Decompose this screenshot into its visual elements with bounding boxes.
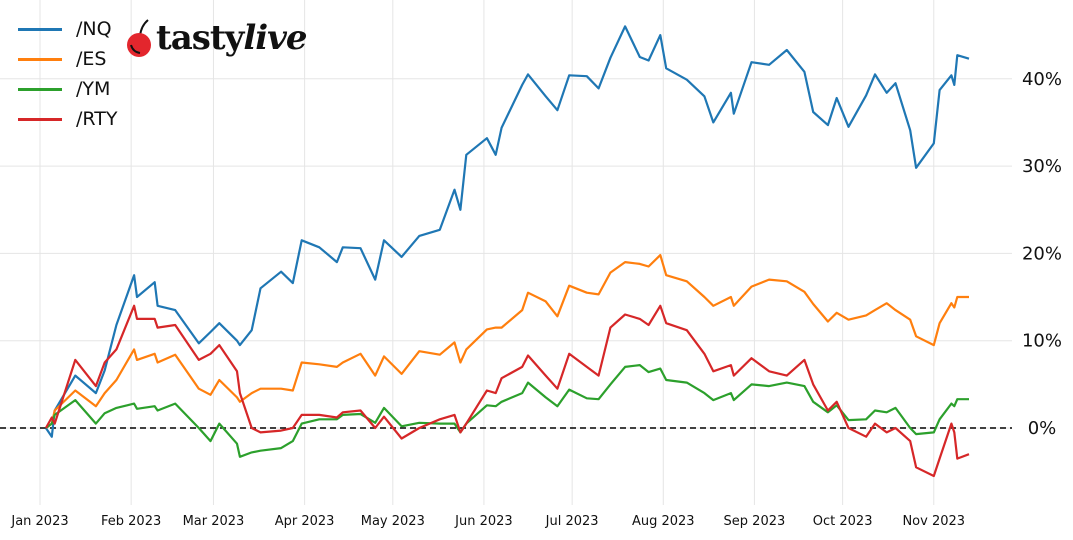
y-tick-label: 0%: [1028, 418, 1057, 439]
legend-item-nq: /NQ: [18, 14, 117, 44]
x-tick-label: Jul 2023: [545, 514, 599, 529]
legend-swatch: [18, 27, 62, 31]
legend-item-ym: /YM: [18, 74, 117, 104]
logo-text: tastylive: [156, 18, 308, 58]
series-line-rty: [44, 304, 970, 478]
series-lines: [44, 25, 970, 478]
tastylive-logo: tastylive: [124, 18, 308, 58]
legend-swatch: [18, 117, 62, 121]
y-axis-ticks: 0% 10% 20% 30% 40%: [1022, 69, 1062, 439]
legend-label: /RTY: [76, 108, 118, 130]
x-tick-label: Mar 2023: [183, 514, 245, 529]
x-axis-ticks: Jan 2023 Feb 2023 Mar 2023 Apr 2023 May 2023…: [10, 514, 965, 529]
series-line-es: [45, 254, 969, 429]
grid: [0, 0, 1012, 505]
legend: /NQ /ES /YM /RTY: [18, 14, 117, 134]
x-tick-label: Nov 2023: [902, 514, 965, 529]
y-tick-label: 10%: [1022, 331, 1062, 352]
legend-label: /YM: [76, 78, 111, 100]
y-tick-label: 20%: [1022, 243, 1062, 264]
y-tick-label: 40%: [1022, 69, 1062, 90]
x-tick-label: Oct 2023: [813, 514, 873, 529]
series-line-nq: [44, 25, 970, 438]
x-tick-label: May 2023: [361, 514, 425, 529]
x-tick-label: Jan 2023: [10, 514, 68, 529]
x-tick-label: Jun 2023: [454, 514, 513, 529]
legend-label: /NQ: [76, 18, 112, 40]
x-tick-label: Aug 2023: [632, 514, 695, 529]
y-tick-label: 30%: [1022, 156, 1062, 177]
legend-label: /ES: [76, 48, 107, 70]
legend-item-es: /ES: [18, 44, 117, 74]
legend-swatch: [18, 57, 62, 61]
legend-swatch: [18, 87, 62, 91]
legend-item-rty: /RTY: [18, 104, 117, 134]
cherry-icon: [127, 19, 151, 57]
x-tick-label: Sep 2023: [724, 514, 786, 529]
x-tick-label: Feb 2023: [101, 514, 161, 529]
series-line-ym: [45, 364, 969, 458]
x-tick-label: Apr 2023: [275, 514, 335, 529]
